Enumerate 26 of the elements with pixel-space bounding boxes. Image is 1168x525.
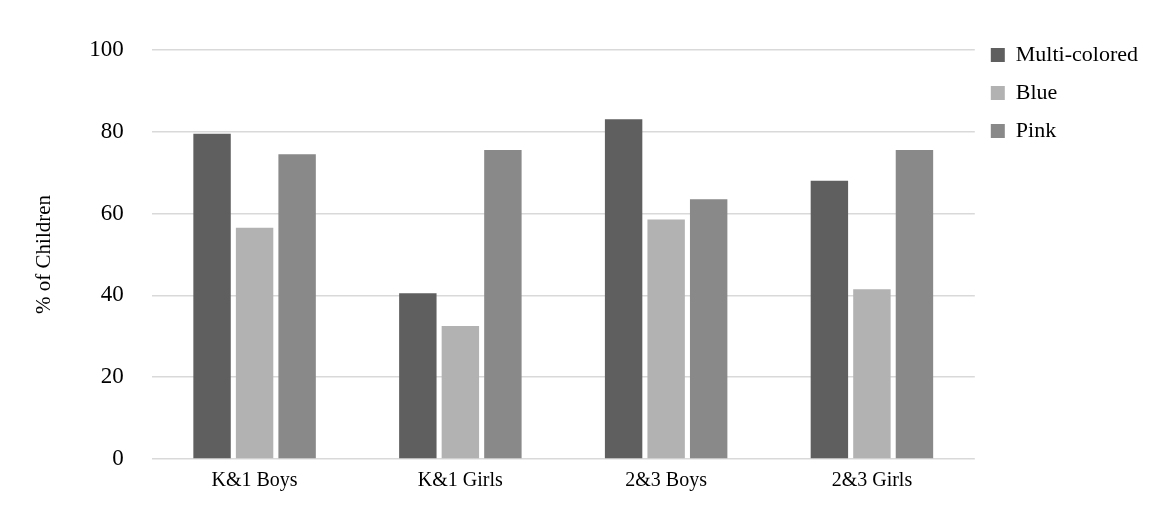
bar <box>895 150 934 459</box>
bar <box>278 154 316 459</box>
y-tick-label: 0 <box>112 445 124 471</box>
bar <box>647 219 685 459</box>
x-tick-label: 2&3 Girls <box>831 468 913 491</box>
bar <box>484 150 522 459</box>
bar <box>810 180 849 459</box>
legend-label: Pink <box>1015 116 1057 142</box>
y-tick-label: 20 <box>100 363 124 389</box>
y-tick-label: 80 <box>100 117 124 143</box>
x-tick-label: K&1 Girls <box>417 468 504 491</box>
legend-label: Blue <box>1015 78 1058 104</box>
y-axis-title: % of Children <box>31 194 56 314</box>
bar <box>689 199 728 459</box>
bar <box>441 326 480 459</box>
y-tick-label: 40 <box>100 281 124 307</box>
bar <box>604 119 643 459</box>
bar <box>399 293 437 459</box>
bar <box>235 227 274 459</box>
bar <box>193 133 231 459</box>
y-tick-label: 100 <box>89 35 124 61</box>
legend-label: Multi-colored <box>1015 40 1139 66</box>
x-tick-label: 2&3 Boys <box>625 468 708 492</box>
bar <box>853 289 891 459</box>
y-tick-label: 60 <box>100 199 124 225</box>
x-tick-label: K&1 Boys <box>211 468 298 492</box>
